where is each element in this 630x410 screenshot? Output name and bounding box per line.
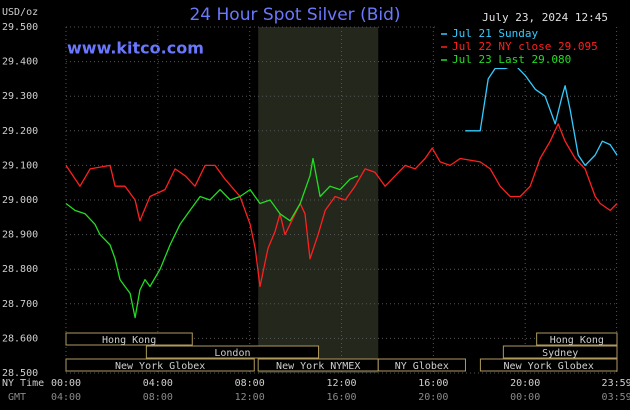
y-tick-label: 29.400: [2, 57, 38, 68]
y-tick-label: 28.600: [2, 333, 38, 344]
session-label: New York NYMEX: [276, 361, 360, 372]
price-line: [65, 157, 359, 319]
legend-label: Jul 23 Last 29.080: [452, 53, 571, 66]
session-box: [377, 358, 466, 372]
y-tick-label: 28.700: [2, 299, 38, 310]
session-label: Hong Kong: [550, 335, 604, 346]
x-tick-label: 23:59: [602, 378, 630, 389]
session-box: [145, 345, 320, 359]
y-tick-label: 28.500: [2, 368, 38, 379]
price-line: [65, 123, 618, 288]
y-tick-label: 28.900: [2, 230, 38, 241]
gmt-tick-label: 04:00: [51, 392, 81, 403]
session-label: New York Globex: [504, 361, 594, 372]
gmt-tick-label: 20:00: [418, 392, 448, 403]
x-tick-label: 16:00: [418, 378, 448, 389]
ny-time-label: NY Time: [2, 378, 44, 389]
unit-label: USD/oz: [2, 7, 38, 18]
x-tick-label: 04:00: [143, 378, 173, 389]
gmt-tick-label: 08:00: [143, 392, 173, 403]
gmt-tick-label: 16:00: [326, 392, 356, 403]
session-label: NY Globex: [395, 361, 449, 372]
legend-box: [436, 26, 616, 68]
y-tick-label: 29.000: [2, 195, 38, 206]
timestamp: July 23, 2024 12:45: [482, 11, 608, 24]
session-box: [536, 332, 618, 346]
price-line: [465, 64, 618, 167]
gmt-tick-label: 00:00: [510, 392, 540, 403]
legend-label: Jul 22 NY close 29.095: [452, 40, 598, 53]
legend-label: Jul 21 Sunday: [452, 27, 538, 40]
x-tick-label: 00:00: [51, 378, 81, 389]
y-tick-label: 29.300: [2, 91, 38, 102]
y-tick-label: 29.500: [2, 22, 38, 33]
x-tick-label: 08:00: [235, 378, 265, 389]
session-box: [479, 358, 618, 372]
gmt-tick-label: 03:59: [602, 392, 630, 403]
x-tick-label: 20:00: [510, 378, 540, 389]
gmt-label: GMT: [8, 392, 26, 403]
chart-title: 24 Hour Spot Silver (Bid): [189, 5, 400, 25]
x-tick-label: 12:00: [326, 378, 356, 389]
session-box: [502, 345, 618, 359]
session-label: London: [214, 348, 250, 359]
website: www.kitco.com: [67, 39, 204, 58]
y-tick-label: 29.200: [2, 126, 38, 137]
session-box: [65, 358, 255, 372]
session-label: Sydney: [542, 348, 578, 359]
y-tick-label: 29.100: [2, 160, 38, 171]
session-box: [65, 332, 193, 346]
y-tick-label: 28.800: [2, 264, 38, 275]
gmt-tick-label: 12:00: [235, 392, 265, 403]
session-label: Hong Kong: [102, 335, 156, 346]
session-label: New York Globex: [115, 361, 205, 372]
